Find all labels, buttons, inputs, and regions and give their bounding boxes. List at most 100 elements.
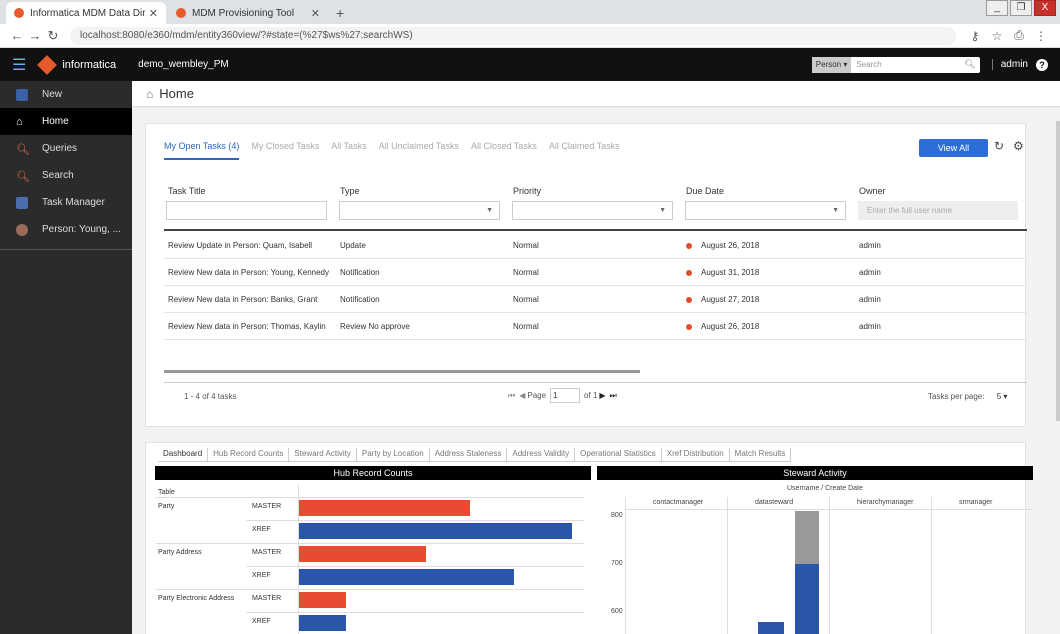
restore-button[interactable]: ❐ (1010, 0, 1032, 16)
tab-address-validity[interactable]: Address Validity (507, 448, 576, 461)
sidebar-item-label: Task Manager (42, 197, 105, 208)
steward-activity-title: Steward Activity (597, 466, 1033, 480)
close-window-button[interactable]: X (1034, 0, 1056, 16)
sidebar-item-queries[interactable]: 🔍︎ Queries (0, 135, 132, 162)
chevron-down-icon: ▼ (832, 207, 839, 214)
admin-menu[interactable]: admin (991, 59, 1028, 70)
table-row[interactable]: Review New data in Person: Thomas, Kayli… (164, 313, 1027, 340)
chart-bar-xref[interactable] (299, 523, 573, 539)
search-input[interactable]: Search (856, 60, 882, 69)
table-row[interactable]: Review New data in Person: Young, Kenned… (164, 259, 1027, 286)
browser-tab[interactable]: MDM Provisioning Tool ✕ (168, 2, 328, 24)
chart-bar-master[interactable] (299, 500, 470, 516)
reload-icon[interactable]: ↻ (47, 27, 59, 43)
chart-bar-master[interactable] (299, 592, 346, 608)
table-row[interactable]: Review New data in Person: Banks, Grant N… (164, 286, 1027, 313)
tab-party-by-location[interactable]: Party by Location (357, 448, 430, 461)
star-icon[interactable]: ☆ (991, 28, 1003, 43)
sidebar: New ⌂ Home 🔍︎ Queries 🔍︎ Search Task Man… (0, 81, 132, 634)
column-header-priority[interactable]: Priority (513, 186, 542, 196)
window-controls: _ ❐ X (984, 0, 1056, 16)
chart-y-tick-label: 700 (611, 560, 623, 568)
chart-bar-segment[interactable] (795, 564, 819, 634)
due-date-filter[interactable]: ▼ (685, 201, 846, 220)
tab-all-claimed-tasks[interactable]: All Claimed Tasks (548, 141, 620, 151)
chart-column-divider (931, 497, 932, 634)
global-search[interactable]: Person ▾ Search 🔍︎ (811, 56, 980, 73)
pager: ⏮ ◀ Page 1 of 1 ▶ ⏭ (506, 388, 619, 403)
tab-all-unclaimed-tasks[interactable]: All Unclaimed Tasks (378, 141, 459, 151)
tab-hub-record-counts[interactable]: Hub Record Counts (208, 448, 290, 461)
help-icon[interactable]: ? (1036, 58, 1048, 71)
page-scrollbar[interactable] (1056, 121, 1060, 421)
chart-bar-master[interactable] (299, 546, 426, 562)
url-field[interactable]: localhost:8080/e360/mdm/entity360view/?#… (70, 26, 956, 45)
tasks-per-page-select[interactable]: 5 ▾ (996, 392, 1008, 401)
tab-address-staleness[interactable]: Address Staleness (430, 448, 508, 461)
page-number-input[interactable]: 1 (550, 388, 581, 403)
new-tab-button[interactable]: + (336, 5, 345, 21)
page-label: Page (527, 391, 547, 400)
refresh-icon[interactable]: ↻ (994, 139, 1005, 153)
chart-bar-xref[interactable] (299, 615, 346, 631)
tab-all-closed-tasks[interactable]: All Closed Tasks (470, 141, 537, 151)
search-entity-select[interactable]: Person ▾ (811, 56, 852, 73)
sidebar-item-task-manager[interactable]: Task Manager (0, 189, 132, 216)
sidebar-item-home[interactable]: ⌂ Home (0, 108, 132, 135)
horizontal-scrollbar[interactable] (164, 370, 640, 373)
menu-dots-icon[interactable]: ⋮ (1035, 28, 1047, 43)
priority-filter[interactable]: ▼ (512, 201, 673, 220)
search-icon[interactable]: 🔍︎ (964, 59, 976, 69)
gear-icon[interactable]: ⚙ (1013, 139, 1024, 153)
view-all-button[interactable]: View All (919, 139, 988, 157)
column-header-task-title[interactable]: Task Title (168, 186, 206, 196)
browser-tab[interactable]: Informatica MDM Data Director ✕ (6, 2, 166, 24)
due-status-dot-icon (686, 242, 692, 249)
tab-match-results[interactable]: Match Results (730, 448, 792, 461)
close-tab-icon[interactable]: ✕ (148, 7, 158, 20)
type-filter[interactable]: ▼ (339, 201, 500, 220)
next-page-icon[interactable]: ▶ (599, 391, 606, 400)
close-tab-icon[interactable]: ✕ (310, 7, 320, 20)
forward-icon[interactable]: → (28, 28, 42, 43)
minimize-button[interactable]: _ (986, 0, 1008, 16)
sidebar-item-person[interactable]: Person: Young, ... (0, 216, 132, 243)
tab-xref-distribution[interactable]: Xref Distribution (662, 448, 730, 461)
tab-my-closed-tasks[interactable]: My Closed Tasks (251, 141, 320, 151)
tab-steward-activity[interactable]: Steward Activity (289, 448, 357, 461)
task-due-date-cell: August 26, 2018 (686, 232, 759, 259)
chart-bar-xref[interactable] (299, 569, 514, 585)
due-date-text: August 31, 2018 (701, 268, 760, 277)
tab-dashboard[interactable]: Dashboard (158, 448, 209, 461)
sidebar-item-search[interactable]: 🔍︎ Search (0, 162, 132, 189)
tab-my-open-tasks[interactable]: My Open Tasks (4) (164, 141, 240, 160)
steward-activity-chart: Username / Create Date contactmanager dat… (597, 485, 1034, 634)
column-header-type[interactable]: Type (340, 186, 360, 196)
hamburger-menu-icon[interactable]: ☰ (12, 56, 27, 74)
chart-subcategory-label: MASTER (252, 595, 282, 602)
print-icon[interactable]: ⎙ (1014, 28, 1024, 42)
owner-filter[interactable]: Enter the full user name (858, 201, 1018, 220)
chart-axis-line (298, 485, 299, 634)
chart-bar-segment[interactable] (757, 621, 784, 634)
tab-all-tasks[interactable]: All Tasks (331, 141, 367, 151)
sidebar-item-new[interactable]: New (0, 81, 132, 108)
back-icon[interactable]: ← (10, 28, 24, 43)
task-priority-cell: Normal (513, 322, 539, 331)
browser-tab-title: MDM Provisioning Tool (192, 7, 295, 19)
prev-page-icon[interactable]: ◀ (519, 391, 526, 400)
task-title-filter[interactable] (166, 201, 327, 220)
column-header-owner[interactable]: Owner (859, 186, 886, 196)
task-title-cell[interactable]: Review Update in Person: Quam, Isabell (168, 241, 313, 250)
task-title-cell[interactable]: Review New data in Person: Young, Kenned… (168, 268, 329, 277)
first-page-icon[interactable]: ⏮ (508, 390, 516, 400)
chart-bar-segment[interactable] (795, 511, 819, 565)
task-title-cell[interactable]: Review New data in Person: Thomas, Kayli… (168, 322, 326, 331)
task-title-cell[interactable]: Review New data in Person: Banks, Grant (168, 295, 318, 304)
table-row[interactable]: Review Update in Person: Quam, Isabell Up… (164, 232, 1027, 259)
key-icon[interactable]: ⚷ (970, 28, 980, 43)
column-header-due-date[interactable]: Due Date (686, 186, 725, 196)
chart-category-label: Party Electronic Address (158, 595, 235, 602)
last-page-icon[interactable]: ⏭ (609, 390, 617, 400)
tab-operational-statistics[interactable]: Operational Statistics (575, 448, 662, 461)
